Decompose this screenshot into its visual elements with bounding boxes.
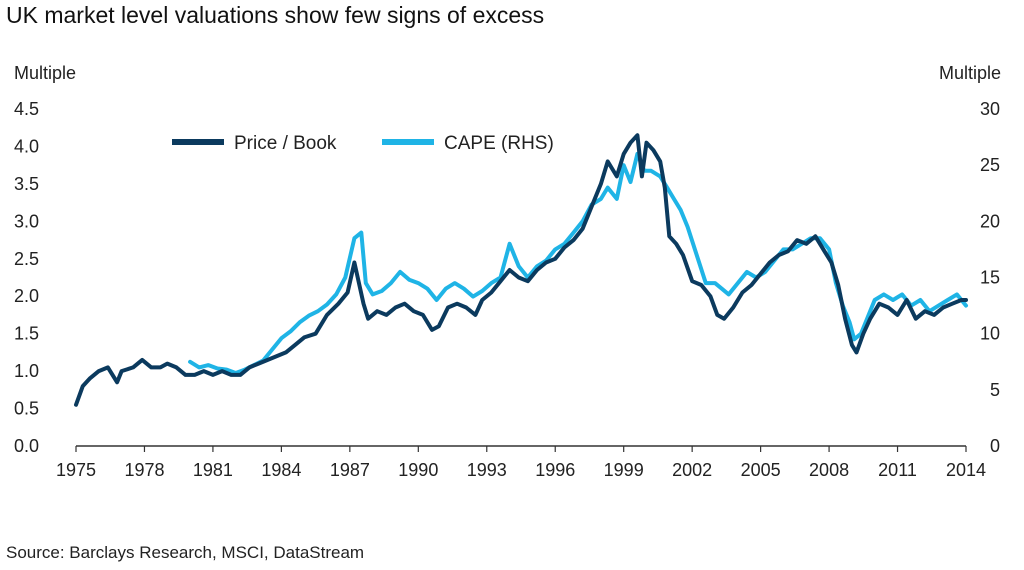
- right-y-tick-label: 0: [990, 436, 1000, 456]
- right-y-tick-label: 10: [980, 324, 1000, 344]
- left-y-tick-label: 1.0: [14, 361, 39, 381]
- x-tick-label: 1987: [330, 460, 370, 480]
- x-tick-label: 1978: [124, 460, 164, 480]
- x-tick-label: 1990: [398, 460, 438, 480]
- chart-title: UK market level valuations show few sign…: [6, 2, 545, 28]
- x-tick-label: 1999: [604, 460, 644, 480]
- x-tick-label: 2011: [878, 460, 917, 480]
- right-y-tick-label: 25: [980, 155, 1000, 175]
- left-y-tick-label: 4.5: [14, 99, 39, 119]
- left-axis-label: Multiple: [14, 63, 76, 83]
- left-y-tick-label: 3.5: [14, 174, 39, 194]
- left-y-tick-label: 4.0: [14, 136, 39, 156]
- left-y-tick-label: 1.5: [14, 324, 39, 344]
- left-y-tick-label: 0.5: [14, 399, 39, 419]
- x-tick-label: 1984: [261, 460, 301, 480]
- x-tick-label: 2008: [809, 460, 849, 480]
- right-y-tick-label: 30: [980, 99, 1000, 119]
- x-tick-label: 2002: [672, 460, 712, 480]
- x-tick-label: 1996: [535, 460, 575, 480]
- price-book-line: [74, 133, 968, 407]
- right-y-tick-label: 20: [980, 211, 1000, 231]
- price-book-legend-label: Price / Book: [234, 133, 337, 154]
- left-y-axis-ticks: 0.0 0.5 1.0 1.5 2.0 2.5 3.0 3.5 4.0 4.5: [14, 99, 39, 456]
- x-axis: 1975 1978 1981 1984 1987 1990 1993 1996 1999 2002…: [56, 445, 986, 480]
- source-note: Source: Barclays Research, MSCI, DataStr…: [6, 543, 365, 562]
- x-tick-label: 2014: [946, 460, 986, 480]
- left-y-tick-label: 2.0: [14, 286, 39, 306]
- left-y-tick-label: 3.0: [14, 211, 39, 231]
- right-y-axis-ticks: 0 5 10 15 20 25 30: [980, 99, 1000, 456]
- right-y-tick-label: 15: [980, 268, 1000, 288]
- x-tick-label: 1993: [467, 460, 507, 480]
- cape-rhs-legend-label: CAPE (RHS): [444, 133, 554, 154]
- right-axis-label: Multiple: [939, 63, 1001, 83]
- left-y-tick-label: 0.0: [14, 436, 39, 456]
- series-layer: [74, 133, 968, 407]
- x-tick-label: 2005: [741, 460, 781, 480]
- x-tick-label: 1975: [56, 460, 96, 480]
- left-y-tick-label: 2.5: [14, 249, 39, 269]
- x-tick-label: 1981: [193, 460, 233, 480]
- legend: Price / Book CAPE (RHS): [172, 133, 554, 154]
- right-y-tick-label: 5: [990, 380, 1000, 400]
